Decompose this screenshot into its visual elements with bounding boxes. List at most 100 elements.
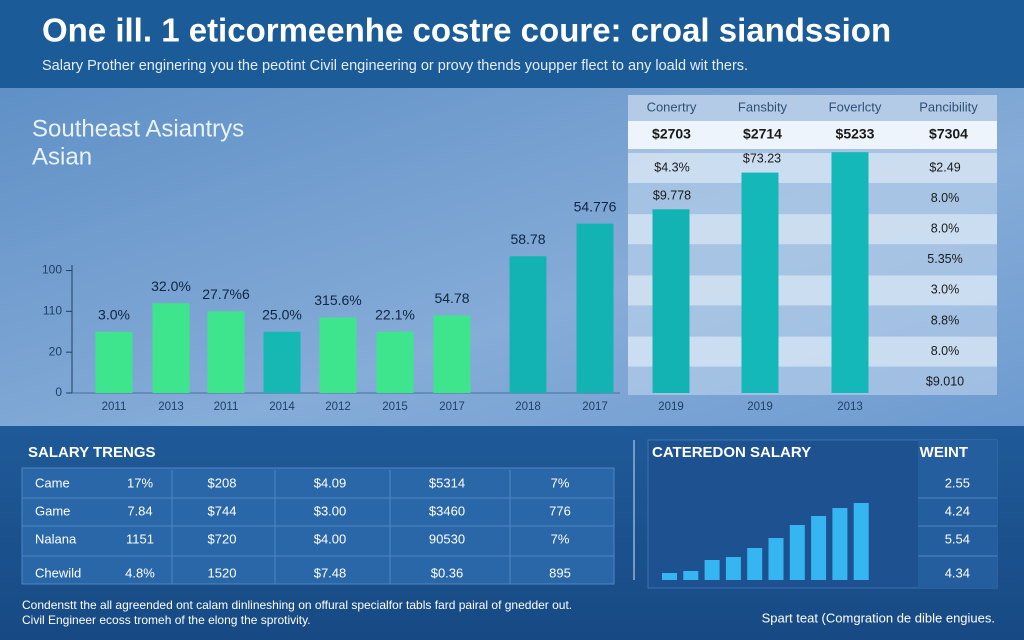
- mini-bar: [747, 548, 763, 580]
- mini-bar: [811, 516, 827, 580]
- category-panel: 2.55 4.24 5.54 4.34: [662, 475, 997, 580]
- x-tick-label: 2013: [837, 401, 863, 413]
- overlay-cell: 8.0%: [931, 344, 960, 358]
- value-label: 25.0%: [262, 306, 302, 322]
- table-cell: $0.36: [431, 565, 464, 580]
- table-cell: $3.00: [314, 503, 347, 518]
- overlay-cell: $7304: [929, 126, 968, 142]
- x-tick-label: 2011: [214, 401, 239, 413]
- overlay-cell: 5.35%: [927, 252, 962, 266]
- overlay-header-bg: [628, 95, 997, 121]
- table-cell: 7%: [551, 531, 570, 546]
- value-label: 32.0%: [151, 278, 191, 294]
- value-label: 27.7%6: [202, 286, 250, 302]
- bar: [152, 303, 190, 393]
- table-cell: 1520: [208, 565, 237, 580]
- overlay-header: Foverlcty: [829, 99, 882, 114]
- overlay-stripe: [628, 153, 997, 183]
- bar: [433, 315, 471, 393]
- category-column-title: WEINT: [920, 444, 968, 461]
- table-cell: Chewild: [35, 565, 81, 580]
- category-column: [918, 440, 997, 588]
- subtitle: Salary Prother enginering you the peotin…: [42, 58, 748, 74]
- bar: [652, 209, 690, 393]
- x-tick-label: 2012: [325, 401, 351, 413]
- footer-note: Spart teat (Comgration de dible engiues.: [762, 610, 995, 625]
- overlay-cell: 8.8%: [931, 313, 960, 327]
- overlay-cell: $9.010: [926, 374, 964, 388]
- x-tick-label: 2019: [747, 401, 773, 413]
- table-cell: $208: [208, 475, 237, 490]
- mini-bar: [853, 503, 869, 580]
- bar: [319, 317, 357, 393]
- overlay-cell: 8.0%: [931, 191, 960, 205]
- table-cell: Came: [35, 475, 70, 490]
- value-label: 58.78: [510, 231, 545, 247]
- overlay-cell: $5233: [836, 126, 875, 142]
- category-value: 4.24: [945, 503, 970, 518]
- category-value: 2.55: [945, 475, 970, 490]
- mini-bar: [725, 557, 741, 580]
- bar: [95, 331, 133, 393]
- table-cell: 90530: [429, 531, 465, 546]
- value-label: 315.6%: [314, 292, 361, 308]
- table-cell: $4.00: [314, 531, 347, 546]
- y-tick-label: 0: [55, 385, 62, 399]
- region-title: Southeast Asiantrys: [32, 115, 244, 142]
- overlay-note: $73.23: [743, 151, 781, 165]
- value-label: 54.78: [434, 290, 469, 306]
- y-tick-label: 20: [49, 344, 63, 358]
- table-cell: $5314: [429, 475, 465, 490]
- x-tick-label: 2011: [102, 401, 127, 413]
- bar-chart: 0 20 110 100 2011 3.0% 2013 32.0% 2011 27.7%6 2014…: [42, 152, 869, 413]
- table-cell: 7.84: [127, 503, 152, 518]
- value-label: 22.1%: [375, 306, 415, 322]
- table-cell: 895: [549, 565, 571, 580]
- x-tick-label: 2015: [382, 401, 408, 413]
- x-tick-label: 2017: [582, 401, 608, 413]
- overlay-cell: 3.0%: [931, 283, 960, 297]
- table-cell: 17%: [127, 475, 153, 490]
- x-tick-label: 2014: [269, 401, 295, 413]
- overlay-note: $4.3%: [654, 160, 689, 174]
- bar: [263, 331, 301, 393]
- region-title: Asian: [32, 143, 92, 170]
- table-cell: $7.48: [314, 565, 347, 580]
- y-tick-label: 100: [42, 263, 62, 277]
- overlay-header: Conertry: [647, 99, 697, 114]
- table-cell: $720: [208, 531, 237, 546]
- overlay-row-bg: [628, 121, 997, 149]
- table-cell: 4.8%: [125, 565, 155, 580]
- header-band: [0, 0, 1024, 88]
- salary-table: Came 17% $208 $4.09 $5314 7% Game 7.84 $744 $3.00…: [22, 470, 614, 584]
- mini-bar: [768, 538, 784, 580]
- mini-bar: [662, 573, 677, 580]
- value-label: 54.776: [574, 198, 617, 214]
- x-tick-label: 2017: [439, 401, 465, 413]
- y-tick-label: 110: [43, 304, 62, 318]
- table-cell: $4.09: [314, 475, 347, 490]
- table-cell: $3460: [429, 503, 465, 518]
- bar: [741, 172, 779, 393]
- bar: [576, 223, 614, 393]
- footer-line: Condenstt the all agreended ont calam di…: [22, 598, 572, 612]
- category-title: CATEREDON SALARY: [652, 444, 811, 461]
- table-title: SALARY TRENGS: [28, 444, 156, 461]
- x-tick-label: 2019: [658, 401, 684, 413]
- x-tick-label: 2013: [158, 401, 184, 413]
- table-cell: Nalana: [35, 531, 77, 546]
- mini-bar: [789, 525, 805, 580]
- table-cell: 776: [549, 503, 571, 518]
- footer-line: Civil Engineer ecoss tromeh of the elong…: [22, 613, 311, 627]
- table-cell: 7%: [551, 475, 570, 490]
- bar: [376, 331, 414, 393]
- bar: [509, 256, 547, 393]
- overlay-note: $9.778: [653, 188, 691, 202]
- value-label: 3.0%: [98, 306, 130, 322]
- table-cell: $744: [208, 503, 237, 518]
- mini-bar: [683, 571, 699, 580]
- x-tick-label: 2018: [515, 401, 541, 413]
- category-value: 4.34: [945, 565, 970, 580]
